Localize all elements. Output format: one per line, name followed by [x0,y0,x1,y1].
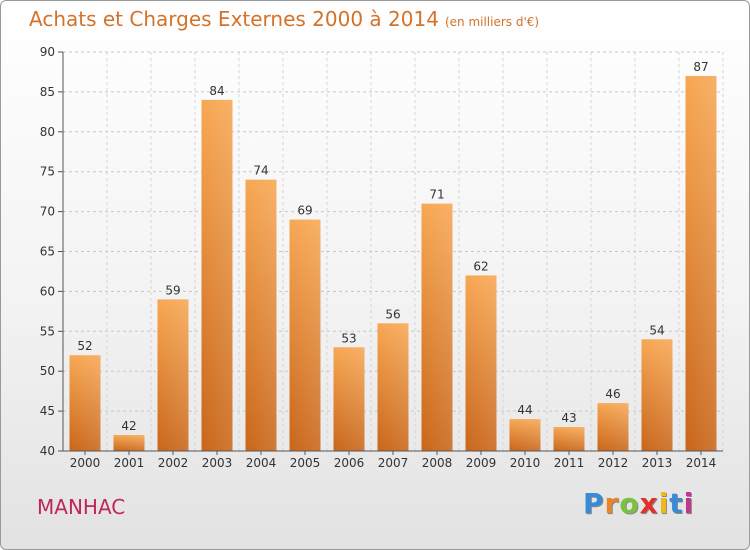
data-label: 52 [77,339,92,353]
logo-letter: i [683,487,695,520]
logo-letter: o [619,487,640,520]
data-label: 74 [253,164,268,178]
chart-subtitle: (en milliers d'€) [444,15,540,29]
bar-shine [289,219,321,451]
x-tick-label: 2001 [114,456,145,470]
data-label: 42 [121,419,136,433]
bar-shine [201,99,233,451]
axes: 40 45 50 55 60 65 70 75 80 85 90 2000 2001 2002 2003 20… [40,45,723,470]
bar-shine [377,323,409,451]
x-tick-label: 2008 [422,456,453,470]
y-tick-label: 80 [40,125,55,139]
x-tick-label: 2002 [158,456,189,470]
x-tick-label: 2010 [510,456,541,470]
city-name: MANHAC [37,495,126,519]
bar-shine [157,299,189,451]
x-tick-label: 2009 [466,456,497,470]
bar-shine [333,347,365,451]
bar-shine [421,203,453,451]
bar-shine [113,435,145,451]
logo-letter: x [639,487,659,520]
y-tick-label: 55 [40,324,55,338]
bar-shine [465,275,497,451]
x-tick-label: 2014 [686,456,717,470]
bars: 52 42 59 84 74 69 53 56 71 62 44 43 46 54 87 [69,60,717,451]
x-tick-label: 2013 [642,456,673,470]
chart-title: Achats et Charges Externes 2000 à 2014 (e… [29,7,539,31]
bar-shine [69,355,101,451]
x-tick-label: 2006 [334,456,365,470]
bar-shine [685,75,717,451]
bar-shine [597,403,629,451]
bar-shine [553,427,585,451]
proxiti-logo: Proxiti [583,487,694,520]
logo-letter: i [658,487,670,520]
y-tick-label: 90 [40,45,55,59]
data-label: 84 [209,84,224,98]
y-tick-label: 85 [40,85,55,99]
x-tick-label: 2000 [70,456,101,470]
bar-shine [509,419,541,451]
data-label: 46 [605,387,620,401]
x-tick-label: 2003 [202,456,233,470]
data-label: 54 [649,323,664,337]
x-tick-label: 2011 [554,456,585,470]
data-label: 43 [561,411,576,425]
y-tick-label: 65 [40,245,55,259]
y-tick-label: 60 [40,284,55,298]
y-tick-label: 70 [40,205,55,219]
data-label: 87 [693,60,708,74]
y-tick-label: 45 [40,404,55,418]
data-label: 71 [429,188,444,202]
bar-shine [245,179,277,451]
x-tick-label: 2007 [378,456,409,470]
data-label: 69 [297,204,312,218]
logo-letter: r [604,487,620,520]
data-label: 59 [165,283,180,297]
y-tick-label: 75 [40,165,55,179]
y-tick-label: 50 [40,364,55,378]
data-label: 56 [385,307,400,321]
logo-letter: t [669,487,684,520]
data-label: 44 [517,403,532,417]
chart-title-text: Achats et Charges Externes 2000 à 2014 [29,7,439,31]
data-label: 62 [473,259,488,273]
x-tick-label: 2005 [290,456,321,470]
logo-letter: P [583,487,605,520]
x-tick-label: 2012 [598,456,629,470]
x-tick-label: 2004 [246,456,277,470]
bar-shine [641,339,673,451]
y-tick-label: 40 [40,444,55,458]
data-label: 53 [341,331,356,345]
